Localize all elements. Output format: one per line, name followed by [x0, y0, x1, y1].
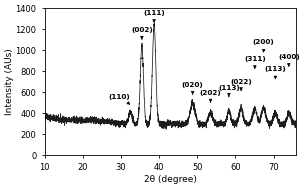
Text: (202): (202) — [200, 90, 221, 102]
Text: (113): (113) — [264, 66, 286, 79]
Text: (311): (311) — [244, 56, 266, 68]
Text: (002): (002) — [131, 27, 153, 39]
Y-axis label: Intensity (AUs): Intensity (AUs) — [5, 48, 14, 115]
Text: (113): (113) — [218, 85, 240, 97]
Text: (200): (200) — [253, 39, 274, 52]
Text: (110): (110) — [108, 94, 130, 104]
X-axis label: 2θ (degree): 2θ (degree) — [144, 175, 197, 184]
Text: (020): (020) — [182, 82, 203, 94]
Text: (400): (400) — [278, 54, 300, 66]
Text: (022): (022) — [230, 79, 252, 91]
Text: (111): (111) — [143, 10, 165, 22]
